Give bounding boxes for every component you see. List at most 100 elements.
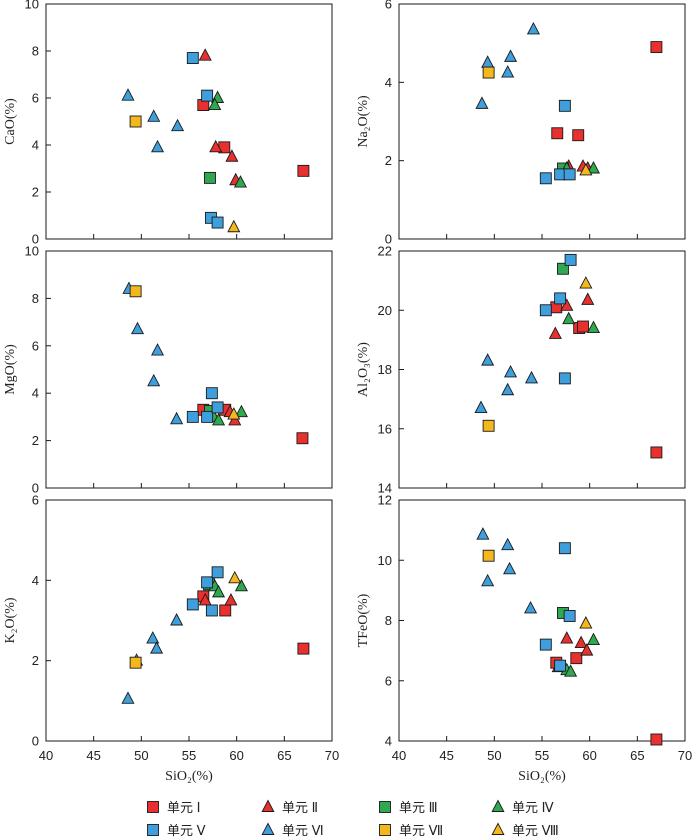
series-triangle-2fa84f: [562, 311, 601, 333]
panel-4: 14 16 18 20 22 Al₂O₃(%): [356, 244, 686, 496]
y-tick-label: 0: [32, 232, 39, 247]
legend-label: 单元 Ⅶ: [399, 823, 443, 838]
data-point: [581, 292, 595, 305]
data-point: [170, 613, 184, 626]
series-triangle-f5b81c: [579, 276, 593, 289]
plot-frame: [45, 499, 333, 742]
legend-item: 单元 Ⅵ: [261, 822, 324, 838]
legend-marker: [491, 799, 505, 812]
data-point: [150, 641, 164, 654]
data-point: [482, 419, 495, 432]
data-point: [146, 631, 160, 644]
legend: 单元 Ⅰ 单元 Ⅱ 单元 Ⅲ 单元 Ⅳ 单元 Ⅴ 单元 Ⅵ 单元 Ⅶ 单元 Ⅷ: [147, 799, 559, 838]
series-square-2fa84f: [557, 262, 569, 275]
y-axis-label: CaO(%): [3, 98, 18, 145]
data-point: [130, 321, 145, 335]
y-tick-label: 6: [32, 91, 39, 106]
series-square-f5b81c: [482, 419, 495, 432]
y-tick-label: 18: [378, 362, 392, 377]
x-axis-label: SiO₂(%): [518, 769, 566, 784]
data-point: [209, 139, 223, 153]
data-point: [560, 298, 574, 311]
series-square-e8312f: [197, 590, 310, 655]
data-point: [211, 401, 224, 414]
series-triangle-3f9fdc: [122, 281, 184, 425]
data-point: [562, 311, 576, 325]
x-tick-label: 45: [86, 748, 100, 763]
data-point: [524, 600, 538, 614]
data-point: [586, 320, 601, 333]
data-point: [482, 66, 495, 79]
legend-label: 单元 Ⅳ: [512, 800, 554, 815]
plot-frame: [45, 3, 333, 240]
data-point: [150, 139, 165, 153]
series-triangle-f5b81c: [228, 570, 242, 584]
y-tick-label: 2: [32, 185, 39, 200]
data-point: [150, 343, 165, 356]
panel-3: 0 2 4 6 8 10 MgO(%): [3, 244, 333, 496]
series-square-3f9fdc: [539, 542, 576, 672]
data-point: [227, 407, 241, 420]
legend-item: 单元 Ⅴ: [147, 823, 206, 838]
legend-label: 单元 Ⅲ: [399, 800, 438, 815]
data-point: [227, 219, 241, 233]
data-point: [501, 537, 515, 551]
data-point: [577, 320, 589, 333]
panel-2: 0 2 4 6 Na₂O(%): [356, 0, 686, 247]
x-tick-label: 50: [487, 748, 501, 763]
legend-label: 单元 Ⅵ: [282, 823, 324, 838]
y-tick-label: 4: [32, 138, 39, 153]
data-point: [219, 604, 232, 617]
data-point: [650, 41, 663, 54]
panel-5: 40 45 50 55 60 65 70 0 2 4 6 K₂O(%) SiO₂(%): [3, 493, 339, 785]
y-axis-label: K₂O(%): [3, 597, 18, 643]
x-tick-label: 65: [630, 748, 644, 763]
data-point: [558, 99, 571, 112]
series-triangle-2fa84f: [208, 90, 248, 188]
data-point: [526, 21, 540, 35]
legend-label: 单元 Ⅴ: [167, 823, 206, 838]
data-point: [129, 656, 142, 669]
y-tick-label: 4: [385, 75, 392, 90]
y-tick-label: 0: [32, 481, 39, 496]
data-point: [481, 573, 495, 587]
series-triangle-3f9fdc: [476, 527, 538, 614]
y-tick-label: 2: [385, 153, 392, 168]
data-point: [129, 285, 142, 298]
series-triangle-3f9fdc: [121, 88, 185, 153]
data-point: [574, 635, 588, 649]
y-tick-label: 6: [385, 673, 392, 688]
y-tick-label: 4: [32, 386, 39, 401]
data-point: [481, 55, 495, 68]
legend-label: 单元 Ⅰ: [167, 800, 200, 815]
series-triangle-e8312f: [548, 292, 595, 339]
series-square-e8312f: [197, 99, 310, 177]
data-point: [572, 129, 585, 142]
data-point: [198, 48, 212, 61]
legend-marker: [147, 824, 159, 836]
data-point: [548, 326, 562, 339]
y-tick-label: 2: [32, 653, 39, 668]
x-tick-label: 70: [325, 748, 339, 763]
data-point: [208, 97, 222, 111]
data-point: [554, 659, 567, 672]
data-point: [579, 162, 593, 176]
data-point: [212, 584, 226, 598]
plot-frame: [398, 250, 686, 489]
data-point: [650, 733, 663, 746]
data-point: [205, 604, 218, 617]
series-triangle-f5b81c: [579, 616, 593, 629]
data-point: [481, 353, 495, 366]
x-tick-label: 60: [582, 748, 596, 763]
data-point: [234, 578, 248, 592]
data-point: [211, 216, 224, 229]
data-point: [225, 149, 239, 162]
data-point: [186, 598, 199, 611]
series-square-f5b81c: [129, 656, 142, 669]
data-point: [171, 118, 185, 132]
series-square-3f9fdc: [539, 99, 576, 185]
y-tick-label: 8: [385, 613, 392, 628]
series-square-f5b81c: [482, 66, 495, 79]
x-tick-label: 55: [535, 748, 549, 763]
data-point: [186, 52, 199, 64]
